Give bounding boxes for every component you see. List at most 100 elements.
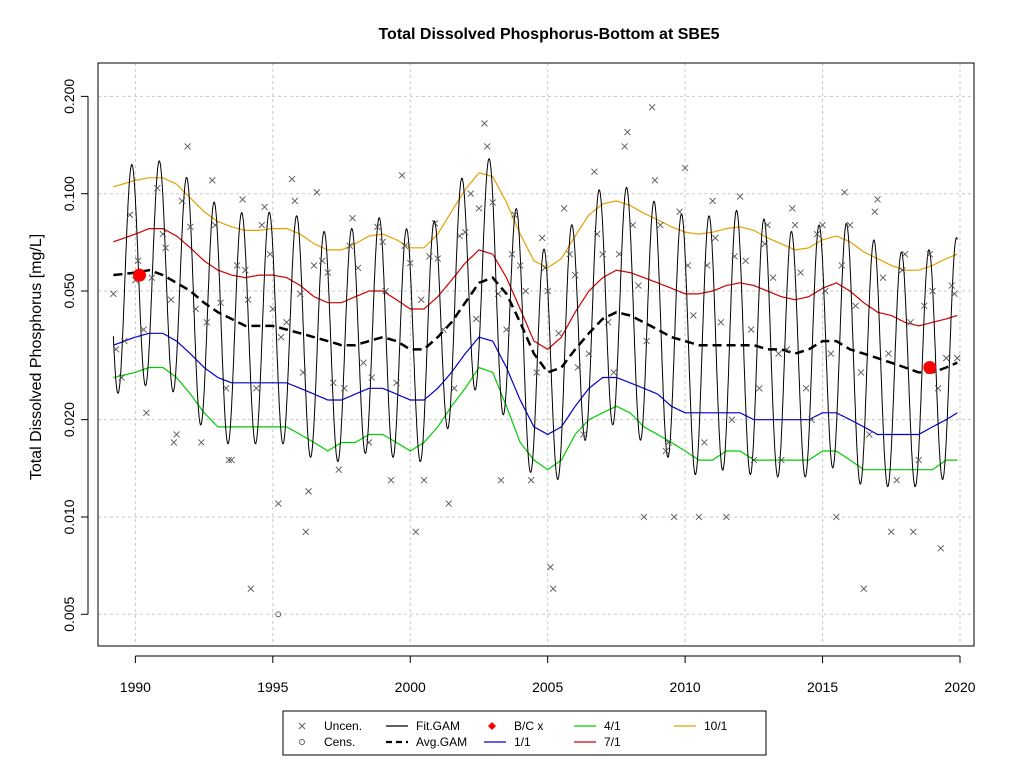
uncensored-point	[808, 416, 815, 423]
uncensored-point	[511, 211, 519, 219]
uncensored-point	[898, 266, 906, 274]
uncensored-point	[624, 128, 631, 136]
uncensored-point	[140, 326, 147, 333]
uncensored-point	[846, 221, 854, 229]
y-tick-label: 0.050	[61, 273, 77, 308]
uncensored-point	[368, 374, 376, 381]
uncensored-point	[302, 528, 310, 536]
uncensored-point	[555, 329, 562, 337]
uncensored-point	[723, 513, 730, 521]
uncensored-point	[527, 476, 535, 484]
uncensored-point	[937, 544, 945, 552]
uncensored-point	[560, 205, 568, 212]
uncensored-point	[690, 312, 697, 319]
uncensored-point	[591, 168, 598, 175]
uncensored-point	[225, 456, 233, 464]
uncensored-point	[426, 253, 433, 260]
uncensored-point	[948, 282, 956, 289]
legend-symbol-diamond-icon	[488, 722, 496, 730]
uncensored-point	[615, 250, 623, 258]
uncensored-point	[547, 563, 554, 571]
uncensored-point	[467, 190, 475, 198]
bc-point	[132, 268, 146, 282]
uncensored-point	[604, 319, 612, 326]
uncensored-point	[657, 221, 664, 229]
uncensored-point	[365, 439, 373, 446]
uncensored-point	[324, 269, 332, 276]
uncensored-point	[406, 259, 414, 267]
uncensored-point	[942, 354, 950, 362]
uncensored-point	[354, 264, 362, 272]
uncensored-point	[173, 431, 180, 438]
uncensored-point	[712, 234, 719, 242]
legend-label: 4/1	[604, 719, 621, 733]
uncensored-point	[953, 354, 961, 362]
uncensored-point	[494, 290, 502, 298]
fit-gam-path	[112, 157, 958, 488]
legend-label: Avg.GAM	[416, 735, 467, 749]
uncensored-point	[291, 197, 299, 205]
x-tick-label: 1995	[257, 679, 288, 695]
uncensored-point	[580, 431, 587, 438]
uncensored-point	[497, 476, 505, 484]
uncensored-point	[209, 176, 216, 184]
plot-frame	[97, 62, 975, 647]
uncensored-point	[233, 262, 241, 269]
uncensored-point	[709, 197, 716, 205]
uncensored-point	[907, 319, 914, 326]
uncensored-point	[789, 205, 796, 212]
uncensored-point	[951, 290, 958, 298]
uncensored-point	[217, 299, 224, 307]
uncensored-point	[456, 232, 464, 240]
uncensored-point	[538, 234, 546, 242]
uncensored-point	[516, 262, 524, 269]
uncensored-point	[360, 359, 367, 367]
uncensored-point	[533, 369, 541, 376]
chart-title: Total Dissolved Phosphorus-Bottom at SBE…	[378, 26, 719, 43]
uncensored-point	[901, 250, 909, 258]
uncensored-point	[187, 223, 194, 231]
uncensored-point	[791, 221, 799, 229]
uncensored-point	[629, 221, 637, 229]
uncensored-point	[387, 476, 395, 484]
legend-item-d1_1: 1/1	[484, 735, 531, 749]
uncensored-point	[252, 385, 260, 392]
uncensored-point	[178, 197, 186, 205]
uncensored-point	[121, 337, 128, 345]
legend-item-bc: B/C x	[488, 719, 543, 733]
legend-label: 10/1	[704, 719, 728, 733]
legend-label: 7/1	[604, 735, 621, 749]
uncensored-point	[503, 326, 510, 333]
uncensored-point	[599, 250, 606, 258]
uncensored-point	[346, 242, 354, 250]
uncensored-point	[926, 250, 934, 258]
uncensored-point	[274, 500, 282, 507]
legend-label: B/C x	[514, 719, 543, 733]
series-7-1-line	[113, 228, 958, 351]
uncensored-point	[266, 250, 274, 258]
uncensored-point	[841, 188, 848, 196]
uncensored-point	[651, 176, 659, 184]
uncensored-point	[112, 346, 120, 353]
y-tick-label: 0.005	[61, 597, 77, 632]
legend: Uncen. Cens. Fit.GAM Avg.GAM B/C x 1/1 4/1 7/1 1…	[282, 710, 767, 756]
x-tick-label: 2005	[532, 679, 563, 695]
uncensored-point	[860, 585, 868, 593]
uncensored-point	[874, 196, 881, 203]
legend-item-cens: Cens.	[299, 735, 355, 749]
legend-label: 1/1	[514, 735, 531, 749]
uncensored-point	[797, 269, 804, 276]
uncensored-point	[703, 262, 711, 269]
uncensored-point	[695, 513, 703, 521]
uncensored-point	[852, 302, 859, 310]
uncensored-point	[802, 385, 810, 392]
series-4-1-line	[113, 366, 958, 471]
uncensored-point	[203, 319, 211, 326]
censored-point	[275, 611, 282, 618]
fit-gam-line	[112, 157, 958, 488]
uncensored-point	[775, 350, 782, 357]
uncensored-point	[192, 305, 200, 313]
uncensored-point	[893, 476, 901, 484]
uncensored-point	[857, 369, 865, 376]
